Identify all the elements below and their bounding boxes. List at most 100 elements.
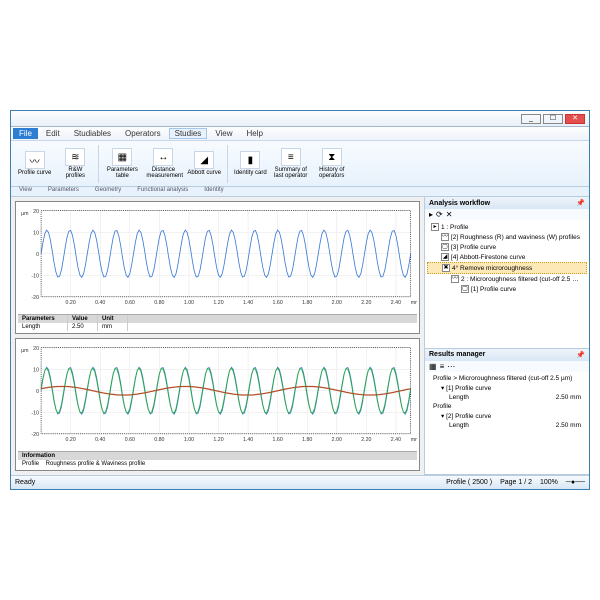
status-ready: Ready — [15, 479, 35, 486]
workflow-tool[interactable]: ✕ — [446, 210, 453, 219]
workflow-tree[interactable]: ▸1 : Profile〰[2] Roughness (R) and wavin… — [425, 220, 589, 348]
statusbar: Ready Profile ( 2500 ) Page 1 / 2 100% ─… — [11, 475, 589, 489]
node-label: 4° Remove microroughness — [452, 265, 532, 272]
status-profile: Profile ( 2500 ) — [446, 479, 492, 486]
body: -20-10010200.200.400.600.801.001.201.401… — [11, 197, 589, 475]
ribbon-icon: ▮ — [240, 151, 260, 169]
results-item[interactable]: Profile — [427, 402, 587, 411]
results-item[interactable]: Length2.50 mm — [427, 421, 587, 430]
results-tool[interactable]: ⋯ — [447, 362, 455, 371]
menu-file[interactable]: File — [13, 128, 38, 139]
ribbon-label: Distance measurement — [146, 167, 180, 179]
svg-text:0: 0 — [36, 252, 39, 258]
workflow-node[interactable]: ◢[4] Abbott-Firestone curve — [427, 252, 587, 262]
status-page[interactable]: Page 1 / 2 — [500, 479, 532, 486]
ribbon-r-w-profiles[interactable]: ≋R&W profiles — [55, 147, 95, 180]
status-zoom[interactable]: 100% — [540, 479, 558, 486]
main-area: -20-10010200.200.400.600.801.001.201.401… — [11, 197, 424, 475]
workflow-node[interactable]: 〰2 : Microroughness filtered (cut-off 2.… — [427, 274, 587, 284]
svg-text:-20: -20 — [31, 432, 39, 438]
minimize-button[interactable]: _ — [521, 114, 541, 124]
results-tool[interactable]: ▦ — [429, 362, 437, 371]
workflow-node[interactable]: ▢[1] Profile curve — [427, 284, 587, 294]
ribbon-section-label: View — [11, 187, 40, 196]
chart-2-info: InformationProfile Roughness profile & W… — [18, 451, 417, 468]
node-label: 2 : Microroughness filtered (cut-off 2.5… — [461, 276, 579, 283]
svg-text:µm: µm — [21, 211, 29, 217]
ribbon-icon: ◢ — [194, 151, 214, 169]
results-item[interactable]: ▾ [1] Profile curve — [427, 383, 587, 393]
ribbon-icon: 〰 — [25, 151, 45, 169]
node-icon: ◢ — [441, 253, 449, 261]
chart-1-params: ParametersValueUnitLength2.50mm — [18, 314, 417, 331]
ribbon-abbott-curve[interactable]: ◢Abbott curve — [184, 150, 224, 177]
results-item[interactable]: Length2.50 mm — [427, 393, 587, 402]
node-icon: ▸ — [431, 223, 439, 231]
ribbon: 〰Profile curve≋R&W profiles▦Parameters t… — [11, 141, 589, 187]
svg-text:1.20: 1.20 — [213, 437, 223, 443]
chart-1: -20-10010200.200.400.600.801.001.201.401… — [15, 201, 420, 334]
svg-text:1.20: 1.20 — [213, 300, 223, 306]
results-panel: Results manager 📌 ▦≡⋯ Profile > Microrou… — [425, 349, 589, 475]
results-label: ▾ [1] Profile curve — [441, 384, 491, 392]
menu-studiables[interactable]: Studiables — [68, 128, 117, 139]
svg-text:0.20: 0.20 — [66, 300, 76, 306]
svg-text:0.60: 0.60 — [125, 300, 135, 306]
svg-text:0.60: 0.60 — [125, 437, 135, 443]
ribbon-parameters-table[interactable]: ▦Parameters table — [102, 147, 142, 180]
results-list[interactable]: Profile > Microroughness filtered (cut-o… — [425, 372, 589, 474]
chart-2: -20-10010200.200.400.600.801.001.201.401… — [15, 338, 420, 471]
maximize-button[interactable]: ☐ — [543, 114, 563, 124]
ribbon-icon: ▦ — [112, 148, 132, 166]
svg-text:20: 20 — [33, 209, 39, 215]
ribbon-section-label: Functional analysis — [129, 187, 196, 196]
menu-studies[interactable]: Studies — [169, 128, 208, 139]
ribbon-summary-of-last-operator[interactable]: ≡Summary of last operator — [271, 147, 311, 180]
svg-text:1.80: 1.80 — [302, 300, 312, 306]
menu-edit[interactable]: Edit — [40, 128, 66, 139]
ribbon-label: R&W profiles — [58, 167, 92, 179]
results-title: Results manager — [429, 351, 485, 358]
menu-view[interactable]: View — [209, 128, 238, 139]
svg-text:µm: µm — [21, 348, 29, 354]
menu-help[interactable]: Help — [241, 128, 269, 139]
ribbon-section-label: Parameters — [40, 187, 87, 196]
workflow-panel: Analysis workflow 📌 ▸⟳✕ ▸1 : Profile〰[2]… — [425, 197, 589, 349]
workflow-tool[interactable]: ⟳ — [436, 210, 443, 219]
results-item[interactable]: ▾ [2] Profile curve — [427, 411, 587, 421]
workflow-tool[interactable]: ▸ — [429, 210, 433, 219]
ribbon-profile-curve[interactable]: 〰Profile curve — [15, 150, 54, 177]
node-label: [1] Profile curve — [471, 286, 516, 293]
svg-text:2.40: 2.40 — [391, 437, 401, 443]
ribbon-identity-card[interactable]: ▮Identity card — [231, 150, 270, 177]
svg-text:1.40: 1.40 — [243, 437, 253, 443]
workflow-title: Analysis workflow — [429, 200, 490, 207]
ribbon-distance-measurement[interactable]: ↔Distance measurement — [143, 147, 183, 180]
workflow-toolbar: ▸⟳✕ — [425, 209, 589, 220]
workflow-node[interactable]: ▢[3] Profile curve — [427, 242, 587, 252]
svg-text:1.60: 1.60 — [273, 437, 283, 443]
svg-text:0.40: 0.40 — [95, 300, 105, 306]
node-icon: 〰 — [441, 233, 449, 241]
node-icon: ✖ — [442, 264, 450, 272]
workflow-node[interactable]: ▸1 : Profile — [427, 222, 587, 232]
pin-icon[interactable]: 📌 — [576, 351, 585, 359]
ribbon-label: History of operators — [315, 167, 349, 179]
workflow-header: Analysis workflow 📌 — [425, 197, 589, 209]
ribbon-label: Profile curve — [18, 170, 51, 176]
close-button[interactable]: ✕ — [565, 114, 585, 124]
chart-1-svg: -20-10010200.200.400.600.801.001.201.401… — [18, 204, 417, 314]
svg-text:2.00: 2.00 — [332, 437, 342, 443]
pin-icon[interactable]: 📌 — [576, 199, 585, 207]
zoom-slider[interactable]: ─●── — [566, 479, 585, 486]
ribbon-history-of-operators[interactable]: ⧗History of operators — [312, 147, 352, 180]
ribbon-icon: ↔ — [153, 148, 173, 166]
node-icon: ▢ — [441, 243, 449, 251]
results-item[interactable]: Profile > Microroughness filtered (cut-o… — [427, 374, 587, 383]
results-tool[interactable]: ≡ — [440, 362, 445, 371]
menu-operators[interactable]: Operators — [119, 128, 167, 139]
app-window: _ ☐ ✕ File EditStudiablesOperatorsStudie… — [10, 110, 590, 490]
workflow-node[interactable]: ✖4° Remove microroughness — [427, 262, 587, 274]
svg-text:0.80: 0.80 — [154, 437, 164, 443]
workflow-node[interactable]: 〰[2] Roughness (R) and waviness (W) prof… — [427, 232, 587, 242]
